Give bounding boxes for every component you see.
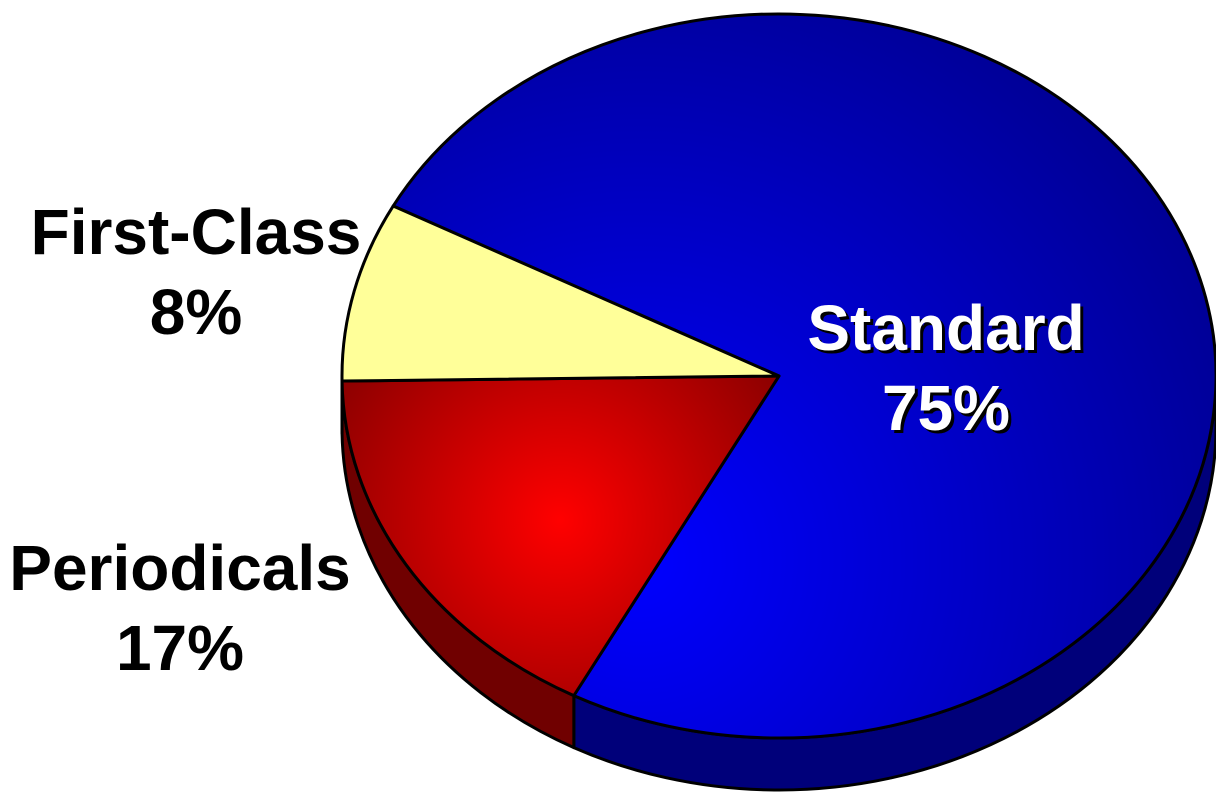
slice-name-label: Periodicals (9, 532, 351, 604)
pie-labels: StandardStandard75%75%Periodicals17%Firs… (9, 196, 1087, 684)
slice-percent-label: 17% (116, 612, 244, 684)
pie-label-first-class: First-Class 8% (31, 196, 362, 348)
slice-name-label-shadow: Standard (810, 295, 1087, 367)
pie-slice-first-class (340, 204, 781, 383)
pie-slice-periodicals (340, 374, 781, 698)
slice-name-label: Standard (807, 292, 1084, 364)
slice-percent-label-shadow: 75% (885, 375, 1013, 447)
slice-percent-label: 8% (150, 276, 243, 348)
slice-name-label: First-Class (31, 196, 362, 268)
slice-percent-label: 75% (882, 372, 1010, 444)
pie-slice-standard (391, 12, 1216, 740)
pie-label-periodicals: Periodicals 17% (9, 532, 351, 684)
pie-slices (340, 12, 1216, 740)
